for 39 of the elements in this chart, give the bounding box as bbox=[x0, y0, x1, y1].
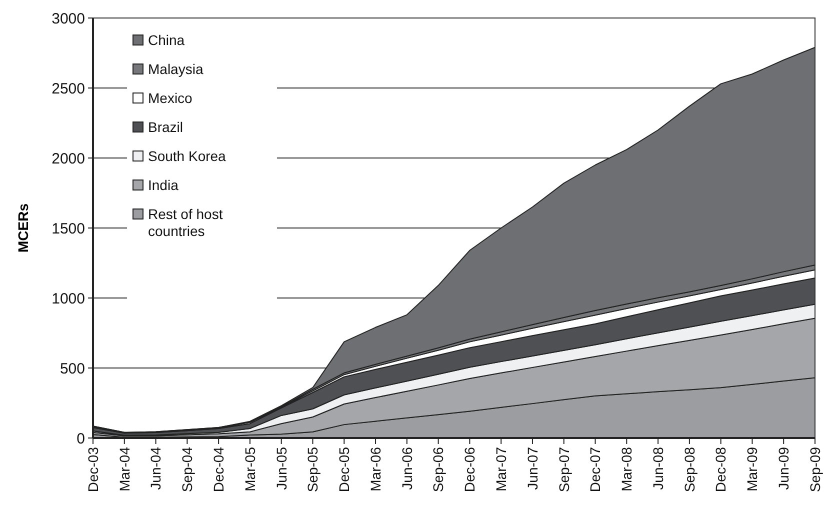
x-tick-label: Jun-04 bbox=[148, 446, 164, 490]
x-tick-label: Sep-07 bbox=[556, 446, 572, 492]
legend-label: China bbox=[148, 32, 185, 48]
x-tick-label: Mar-07 bbox=[492, 446, 509, 492]
y-tick-label: 1500 bbox=[52, 220, 85, 238]
x-tick-label: Dec-04 bbox=[210, 446, 226, 492]
y-tick-label: 2000 bbox=[52, 150, 85, 168]
x-tick-label: Dec-07 bbox=[587, 446, 604, 492]
x-tick-label: Dec-05 bbox=[336, 446, 352, 492]
y-tick-label: 3000 bbox=[52, 10, 85, 28]
x-tick-label: Mar-06 bbox=[367, 446, 384, 492]
x-tick-label: Jun-09 bbox=[776, 446, 792, 490]
x-tick-label: Sep-04 bbox=[179, 446, 196, 492]
x-tick-label: Jun-05 bbox=[273, 446, 290, 490]
x-tick-label: Mar-09 bbox=[744, 446, 760, 492]
x-tick-label: Jun-06 bbox=[398, 446, 415, 490]
x-tick-label: Jun-07 bbox=[524, 446, 540, 490]
y-tick-label: 0 bbox=[76, 430, 85, 448]
x-tick-label: Jun-08 bbox=[650, 446, 666, 490]
y-tick-label: 500 bbox=[60, 360, 85, 378]
legend-label: Mexico bbox=[148, 90, 193, 106]
x-tick-label: Dec-03 bbox=[84, 446, 101, 492]
y-tick-label: 1000 bbox=[52, 290, 85, 308]
x-tick-label: Mar-08 bbox=[618, 446, 635, 492]
x-tick-label: Sep-09 bbox=[806, 446, 823, 492]
legend-label: South Korea bbox=[148, 148, 226, 164]
x-tick-label: Mar-04 bbox=[116, 446, 132, 492]
legend-label: Rest of host countries bbox=[148, 206, 223, 239]
x-tick-label: Dec-08 bbox=[712, 446, 729, 492]
x-tick-label: Sep-08 bbox=[681, 446, 698, 492]
legend-label: India bbox=[148, 176, 179, 193]
x-tick-label: Dec-06 bbox=[462, 446, 478, 492]
y-axis-title: MCERs bbox=[15, 203, 31, 253]
x-tick-label: Sep-06 bbox=[430, 446, 446, 492]
legend-label: Brazil bbox=[148, 118, 184, 135]
x-tick-label: Mar-05 bbox=[242, 446, 258, 492]
x-tick-label: Sep-05 bbox=[304, 446, 321, 492]
y-tick-label: 2500 bbox=[52, 80, 85, 98]
legend-label: Malaysia bbox=[148, 60, 204, 77]
